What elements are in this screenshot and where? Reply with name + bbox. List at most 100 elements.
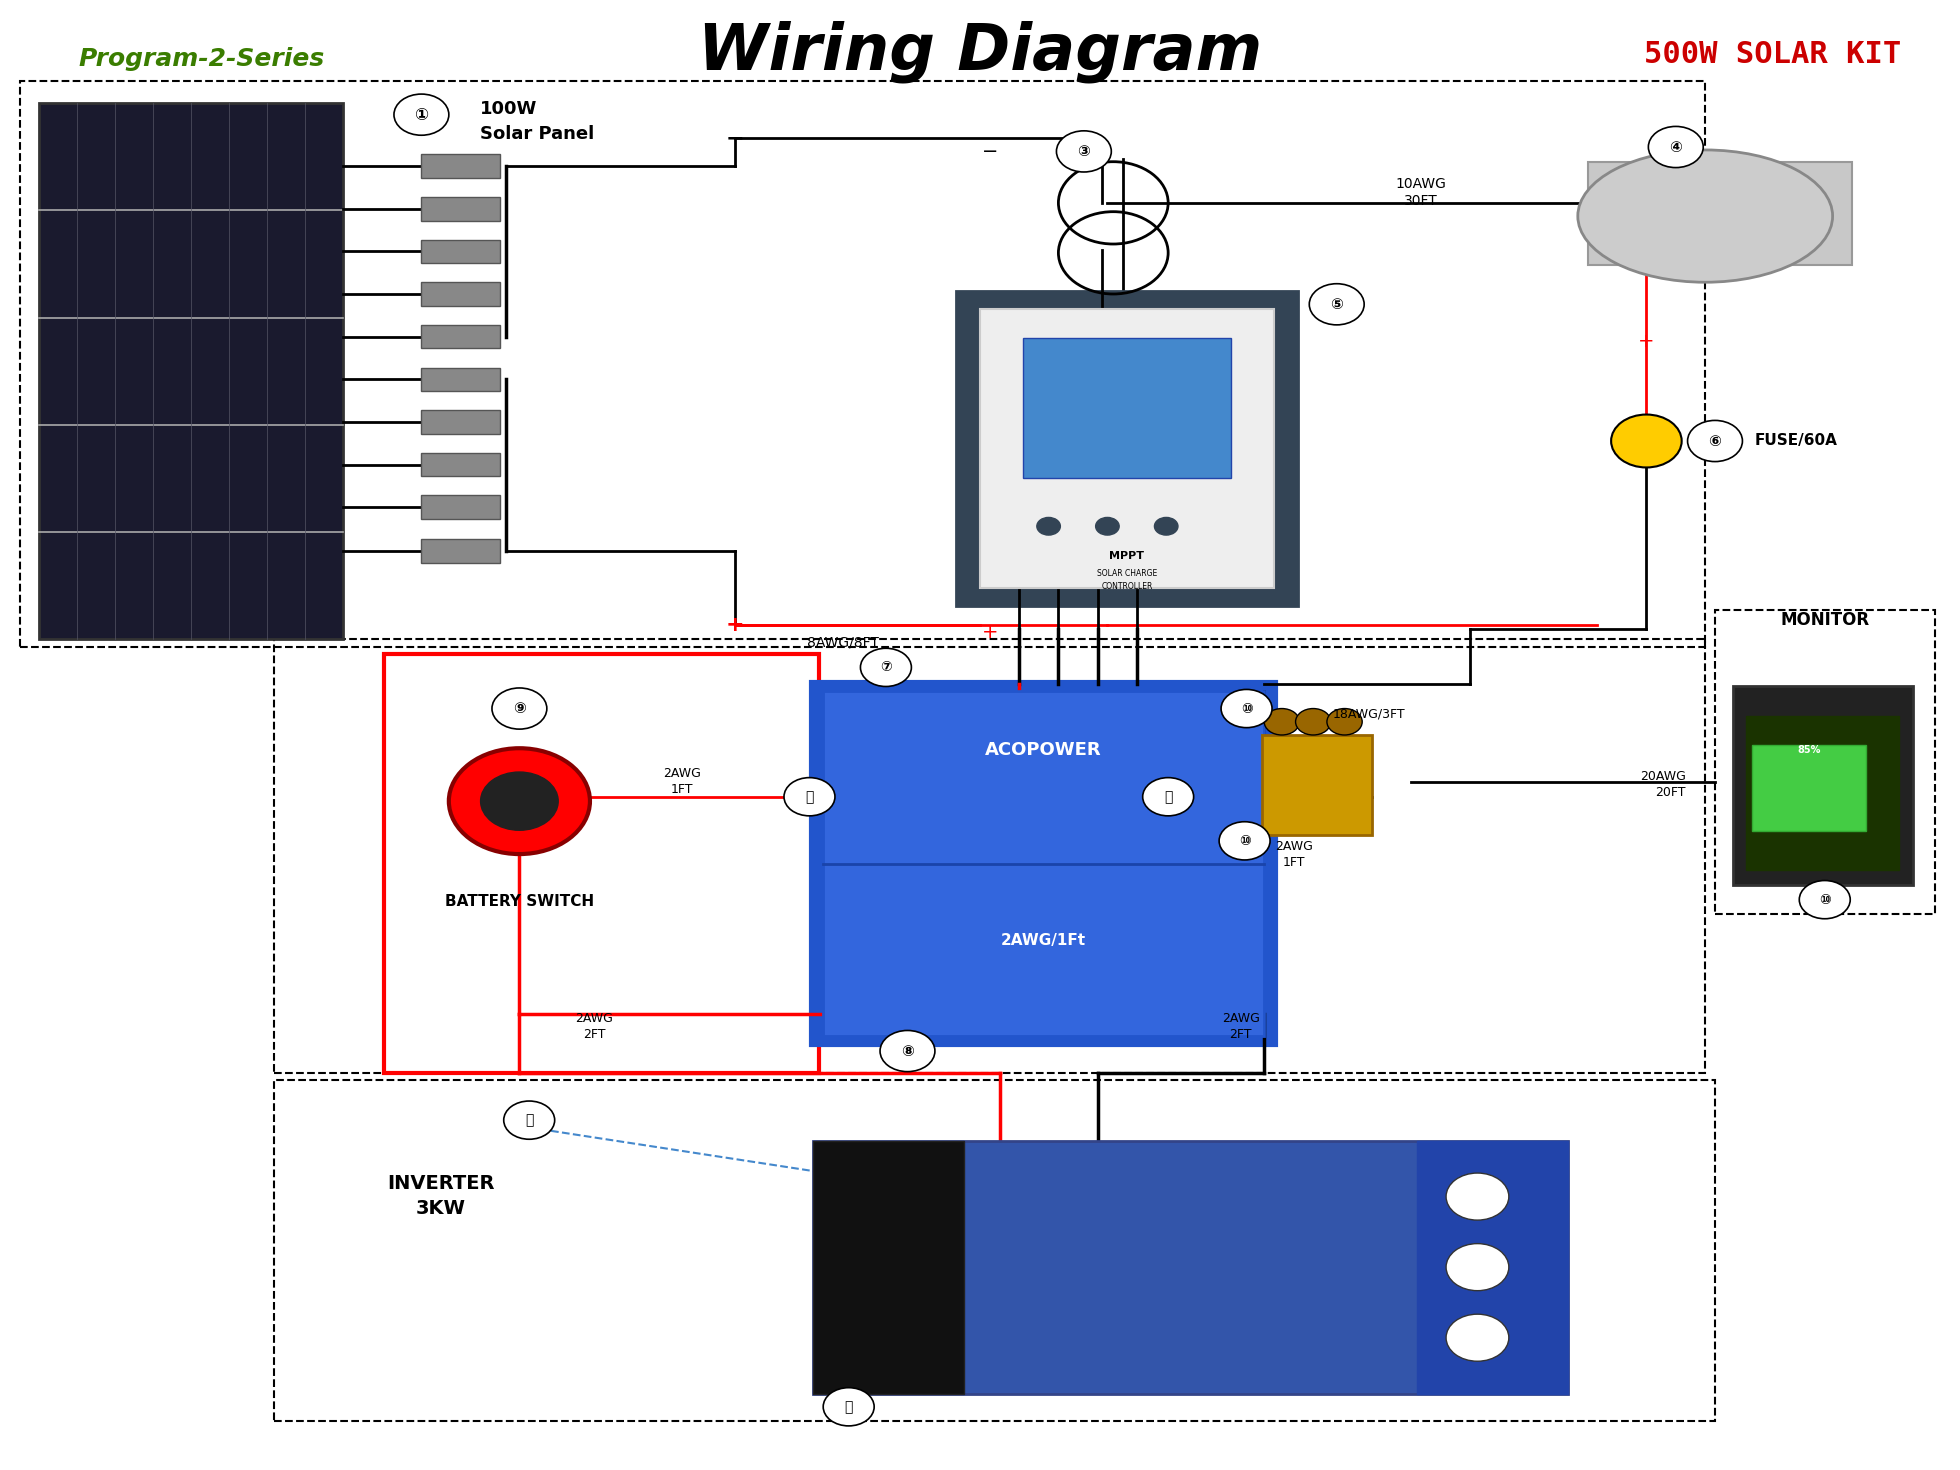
- FancyBboxPatch shape: [1023, 338, 1231, 478]
- Text: 1FT: 1FT: [1282, 857, 1305, 869]
- Text: ⑥: ⑥: [1709, 434, 1721, 448]
- Text: +: +: [982, 623, 998, 641]
- Text: ⑫: ⑫: [845, 1399, 853, 1414]
- Text: ⑩: ⑩: [1819, 892, 1831, 907]
- Circle shape: [823, 1388, 874, 1426]
- FancyBboxPatch shape: [813, 1141, 1568, 1394]
- Text: ③: ③: [1078, 144, 1090, 159]
- Text: ACOPOWER: ACOPOWER: [986, 741, 1102, 759]
- FancyBboxPatch shape: [421, 282, 500, 306]
- Text: 2FT: 2FT: [1229, 1029, 1252, 1041]
- Circle shape: [492, 688, 547, 729]
- Text: ⑨: ⑨: [514, 701, 525, 716]
- Text: ⑩: ⑩: [1239, 833, 1250, 848]
- Text: 30FT: 30FT: [1403, 194, 1439, 209]
- Circle shape: [1056, 131, 1111, 172]
- FancyBboxPatch shape: [1733, 686, 1913, 885]
- FancyBboxPatch shape: [421, 240, 500, 263]
- Text: MPPT: MPPT: [1109, 551, 1145, 560]
- Text: 20AWG: 20AWG: [1641, 770, 1686, 782]
- FancyBboxPatch shape: [1588, 162, 1852, 265]
- Text: ⑫: ⑫: [525, 1113, 533, 1127]
- Text: ④: ④: [1670, 140, 1682, 154]
- Text: 2AWG: 2AWG: [1274, 841, 1313, 853]
- Circle shape: [449, 748, 590, 854]
- Circle shape: [1154, 517, 1178, 535]
- Text: FUSE/60A: FUSE/60A: [1754, 434, 1837, 448]
- Text: +: +: [725, 614, 745, 635]
- Circle shape: [1611, 415, 1682, 467]
- FancyBboxPatch shape: [1746, 716, 1899, 870]
- Text: 3KW: 3KW: [416, 1200, 466, 1217]
- Circle shape: [480, 772, 559, 831]
- Circle shape: [394, 94, 449, 135]
- FancyBboxPatch shape: [421, 495, 500, 519]
- Circle shape: [1096, 517, 1119, 535]
- Text: ①: ①: [414, 106, 429, 123]
- Text: Solar Panel: Solar Panel: [480, 125, 594, 143]
- Circle shape: [1309, 284, 1364, 325]
- Text: −: −: [725, 128, 745, 148]
- Circle shape: [1327, 709, 1362, 735]
- Text: Wiring Diagram: Wiring Diagram: [698, 21, 1262, 82]
- Circle shape: [1219, 822, 1270, 860]
- Text: MONITOR: MONITOR: [1780, 612, 1870, 629]
- FancyBboxPatch shape: [421, 539, 500, 563]
- FancyBboxPatch shape: [823, 691, 1264, 1036]
- Text: 20FT: 20FT: [1654, 786, 1686, 798]
- FancyBboxPatch shape: [956, 291, 1298, 606]
- Text: 2AWG: 2AWG: [1221, 1013, 1260, 1025]
- Text: CONTROLLER: CONTROLLER: [1102, 582, 1152, 591]
- Circle shape: [1446, 1244, 1509, 1291]
- FancyBboxPatch shape: [813, 1141, 964, 1394]
- FancyBboxPatch shape: [39, 103, 343, 639]
- Text: 2AWG: 2AWG: [574, 1013, 613, 1025]
- FancyBboxPatch shape: [1752, 745, 1866, 831]
- Text: 1FT: 1FT: [670, 784, 694, 795]
- Text: ⑦: ⑦: [880, 660, 892, 675]
- Circle shape: [1799, 881, 1850, 919]
- Circle shape: [504, 1101, 555, 1139]
- Text: −: −: [982, 143, 998, 160]
- Circle shape: [1037, 517, 1060, 535]
- Circle shape: [1143, 778, 1194, 816]
- Circle shape: [880, 1030, 935, 1072]
- Text: 85%: 85%: [1797, 745, 1821, 754]
- Text: INVERTER: INVERTER: [388, 1175, 494, 1192]
- Text: ⑩: ⑩: [1241, 701, 1252, 716]
- Circle shape: [1688, 420, 1742, 462]
- Circle shape: [1648, 126, 1703, 168]
- FancyBboxPatch shape: [421, 453, 500, 476]
- Text: 2AWG: 2AWG: [662, 767, 702, 779]
- Text: 2FT: 2FT: [582, 1029, 606, 1041]
- Text: ⑤: ⑤: [1331, 297, 1343, 312]
- FancyBboxPatch shape: [811, 682, 1276, 1045]
- FancyBboxPatch shape: [1417, 1141, 1568, 1394]
- Text: 500W SOLAR KIT: 500W SOLAR KIT: [1644, 40, 1901, 69]
- FancyBboxPatch shape: [421, 154, 500, 178]
- Text: ⑪: ⑪: [806, 789, 813, 804]
- Text: SOLAR CHARGE: SOLAR CHARGE: [1098, 569, 1156, 578]
- Circle shape: [1264, 709, 1299, 735]
- Text: +: +: [1639, 332, 1654, 350]
- Text: BATTERY SWITCH: BATTERY SWITCH: [445, 894, 594, 908]
- Circle shape: [784, 778, 835, 816]
- FancyBboxPatch shape: [421, 197, 500, 220]
- Circle shape: [1446, 1173, 1509, 1220]
- FancyBboxPatch shape: [421, 368, 500, 391]
- Circle shape: [1296, 709, 1331, 735]
- Text: 100W: 100W: [480, 100, 537, 118]
- Ellipse shape: [1578, 150, 1833, 282]
- Text: ⑪: ⑪: [1164, 789, 1172, 804]
- FancyBboxPatch shape: [421, 410, 500, 434]
- FancyBboxPatch shape: [421, 325, 500, 348]
- Circle shape: [1221, 689, 1272, 728]
- Text: 10AWG: 10AWG: [1396, 176, 1446, 191]
- FancyBboxPatch shape: [980, 309, 1274, 588]
- Circle shape: [1446, 1314, 1509, 1361]
- Text: Program-2-Series: Program-2-Series: [78, 47, 325, 71]
- Circle shape: [860, 648, 911, 686]
- Text: 2AWG/1Ft: 2AWG/1Ft: [1002, 933, 1086, 948]
- Text: 8AWG/8FT: 8AWG/8FT: [808, 635, 878, 650]
- Text: 18AWG/3FT: 18AWG/3FT: [1333, 709, 1405, 720]
